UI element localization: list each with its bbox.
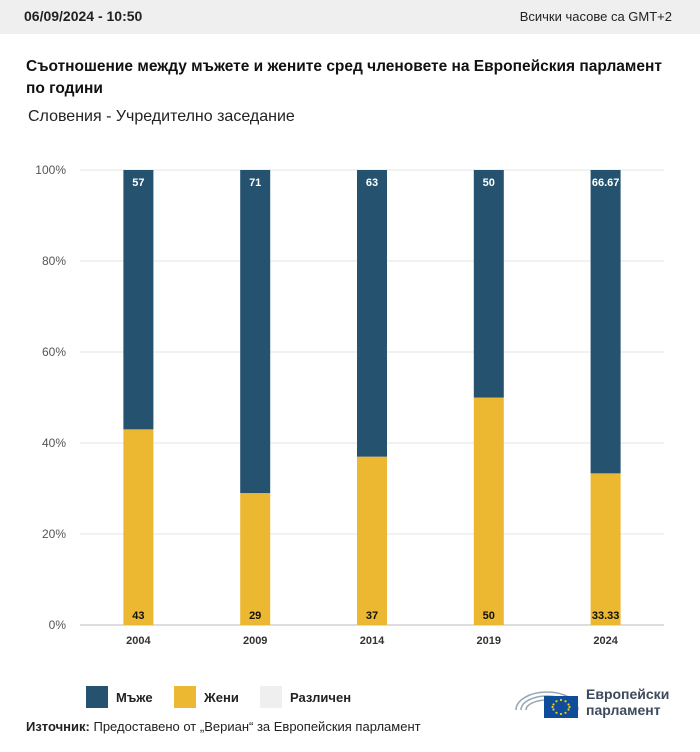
bar-segment-women <box>123 429 154 625</box>
data-label-women: 43 <box>132 610 144 622</box>
source-note: Източник: Предоставено от „Вериан“ за Ев… <box>26 719 421 734</box>
top-bar: 06/09/2024 - 10:50 Всички часове са GMT+… <box>0 0 700 34</box>
bar-segment-women <box>240 493 271 625</box>
datetime-label: 06/09/2024 - 10:50 <box>24 8 143 24</box>
y-tick-label: 80% <box>42 254 66 268</box>
data-label-men: 66.67 <box>592 177 620 189</box>
source-text: Предоставено от „Вериан“ за Европейския … <box>93 719 421 734</box>
data-label-women: 37 <box>366 610 378 622</box>
data-label-men: 71 <box>249 177 261 189</box>
x-tick-label: 2014 <box>360 635 385 647</box>
chart-title: Съотношение между мъжете и жените сред ч… <box>26 58 662 97</box>
timezone-note: Всички часове са GMT+2 <box>519 9 672 24</box>
x-tick-label: 2004 <box>126 635 151 647</box>
legend-swatch-other <box>260 686 282 708</box>
y-tick-label: 60% <box>42 345 66 359</box>
data-label-women: 50 <box>483 610 495 622</box>
y-tick-label: 100% <box>35 163 66 177</box>
data-label-men: 63 <box>366 177 378 189</box>
bar-segment-women <box>357 456 387 625</box>
data-label-women: 33.33 <box>592 610 620 622</box>
bar-segment-men <box>590 170 621 474</box>
legend-label-other: Различен <box>290 690 352 705</box>
logo-text: Европейски парламент <box>586 686 669 718</box>
y-tick-label: 40% <box>42 436 66 450</box>
european-parliament-logo: Европейски парламент <box>514 680 684 722</box>
y-tick-label: 20% <box>42 527 66 541</box>
legend-label-men: Мъже <box>116 690 153 705</box>
stacked-bar-chart: 0% 20% 40% 60% 80% 100% 43 57 2004 29 71 2009 37 63 20… <box>35 163 664 647</box>
bar-segment-men <box>240 170 271 494</box>
data-label-men: 57 <box>132 177 144 189</box>
parliament-emblem-icon <box>515 691 579 718</box>
legend-swatch-women <box>174 686 196 708</box>
logo-line-2: парламент <box>586 702 661 718</box>
bar-segment-women <box>590 473 621 625</box>
chart-subtitle: Словения - Учредително заседание <box>28 108 295 125</box>
data-label-men: 50 <box>483 177 495 189</box>
data-label-women: 29 <box>249 610 261 622</box>
logo-line-1: Европейски <box>586 686 670 702</box>
legend-swatch-men <box>86 686 108 708</box>
bar-segment-men <box>123 170 154 430</box>
x-tick-label: 2009 <box>243 635 267 647</box>
source-label: Източник: <box>26 719 90 734</box>
x-tick-label: 2024 <box>593 635 618 647</box>
y-tick-label: 0% <box>49 618 67 632</box>
legend-label-women: Жени <box>204 690 239 705</box>
bar-segment-men <box>357 170 387 457</box>
x-tick-label: 2019 <box>477 635 501 647</box>
bar-segment-women <box>473 397 504 625</box>
bar-segment-men <box>473 170 504 398</box>
